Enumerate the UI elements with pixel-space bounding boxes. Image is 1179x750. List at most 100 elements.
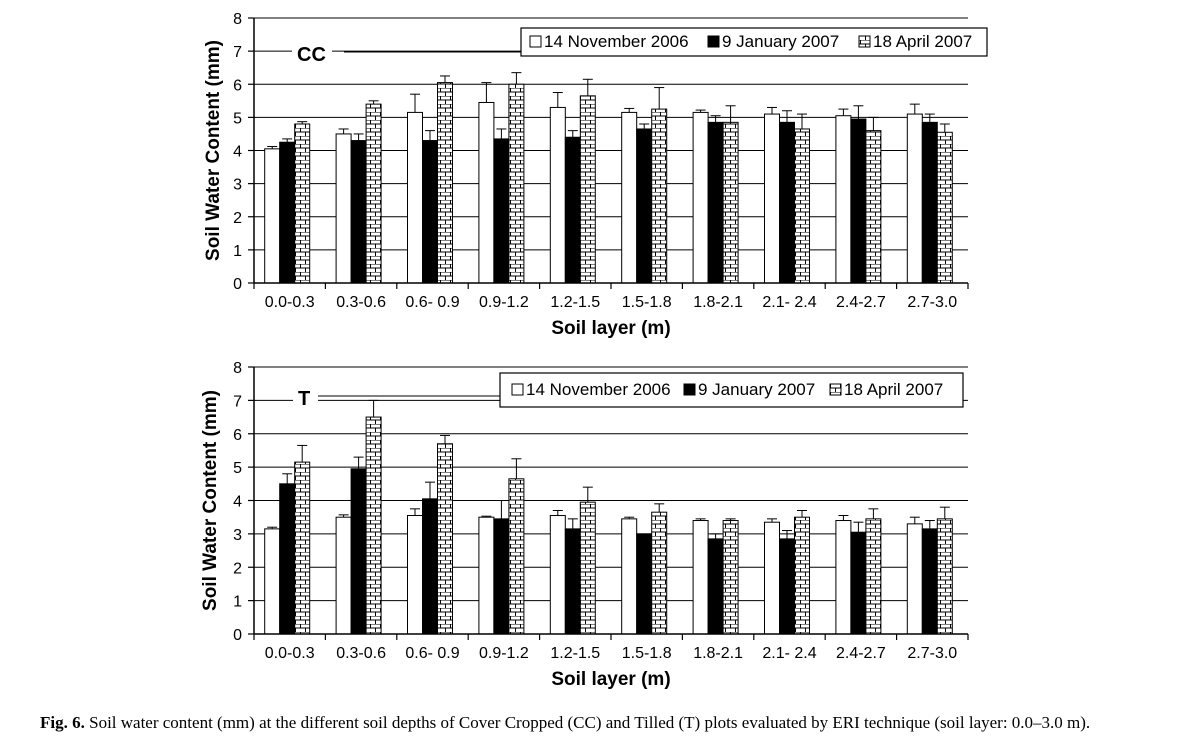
bar (437, 443, 453, 635)
bar (722, 520, 739, 635)
bar (835, 520, 852, 635)
bar (865, 518, 882, 635)
x-tick-label: 0.3-0.6 (336, 294, 386, 311)
y-tick-label: 2 (233, 560, 242, 577)
bar (621, 111, 638, 284)
bar (335, 133, 352, 284)
bar (779, 121, 795, 284)
bar (850, 531, 867, 635)
bar (493, 138, 510, 284)
bar (621, 518, 638, 635)
panel-label: T (298, 388, 310, 410)
x-tick-label: 0.0-0.3 (265, 294, 315, 311)
x-tick-label: 1.8-2.1 (693, 294, 743, 311)
x-tick-label: 0.0-0.3 (265, 645, 315, 662)
bar (921, 121, 938, 284)
bar (407, 515, 423, 635)
bar (493, 518, 510, 635)
bar (794, 516, 810, 635)
legend-swatch (511, 383, 524, 396)
legend-swatch (829, 383, 842, 396)
y-tick-label: 0 (233, 627, 242, 644)
y-tick-label: 5 (233, 460, 242, 477)
bar (264, 528, 281, 635)
bar (335, 516, 352, 635)
t-chart-panel: 0 1 2 3 4 5 6 7 8 0.0-0.3 0.3-0.6 0.6- 0.9 0.9-1.2 1.… (200, 360, 969, 690)
bar (636, 533, 653, 635)
bar (422, 140, 438, 284)
bar (478, 516, 495, 635)
panel-label: CC (297, 44, 326, 66)
bar (865, 130, 882, 284)
bar (651, 108, 668, 284)
legend-swatch (683, 383, 696, 396)
y-tick-label: 1 (233, 243, 242, 260)
x-tick-label: 2.7-3.0 (907, 294, 957, 311)
legend-swatch (858, 35, 871, 48)
bar (437, 82, 453, 284)
bar (651, 511, 668, 635)
bar (936, 518, 953, 635)
legend-label: 18 April 2007 (844, 380, 943, 399)
x-tick-label: 1.2-1.5 (550, 645, 600, 662)
bar (707, 538, 724, 635)
y-tick-label: 0 (233, 276, 242, 293)
bar (294, 461, 311, 635)
bar (549, 106, 566, 284)
y-tick-label: 7 (233, 44, 242, 61)
bar (707, 121, 724, 284)
bar (478, 101, 495, 284)
panel-label-bg (293, 385, 318, 409)
x-tick-label: 0.9-1.2 (479, 645, 529, 662)
bar (692, 111, 709, 284)
legend-box (499, 372, 964, 408)
bar (549, 515, 566, 635)
x-tick-label: 0.9-1.2 (479, 294, 529, 311)
bar (794, 128, 810, 284)
bar (508, 83, 525, 284)
cc-chart-panel: 0 1 2 3 4 5 6 7 8 0.0-0.3 0.3-0.6 0.6- 0.9 0.9-1.2 1.… (203, 11, 988, 339)
legend-swatch (529, 35, 542, 48)
y-tick-label: 1 (233, 594, 242, 611)
x-tick-label: 2.4-2.7 (836, 294, 886, 311)
bar (921, 528, 938, 635)
bar (294, 123, 311, 284)
bar (636, 128, 653, 284)
x-tick-label: 1.5-1.8 (622, 294, 672, 311)
legend-label: 14 November 2006 (526, 380, 671, 399)
bar (936, 131, 953, 284)
bar (365, 416, 382, 635)
bar (564, 528, 581, 635)
legend-label: 14 November 2006 (544, 32, 689, 51)
bar (579, 95, 596, 284)
y-axis-title: Soil Water Content (mm) (200, 390, 221, 611)
y-tick-label: 7 (233, 393, 242, 410)
y-tick-label: 8 (233, 11, 242, 28)
panel-label-bg (292, 41, 332, 65)
y-tick-label: 4 (233, 144, 242, 161)
x-axis-title: Soil layer (m) (551, 318, 670, 339)
legend-label: 9 January 2007 (722, 32, 839, 51)
x-tick-label: 0.3-0.6 (336, 645, 386, 662)
bar (779, 538, 795, 635)
x-tick-label: 2.4-2.7 (836, 645, 886, 662)
legend-label: 18 April 2007 (873, 32, 972, 51)
x-axis-title: Soil layer (m) (551, 669, 670, 690)
bar (906, 523, 923, 635)
bar (508, 478, 525, 635)
legend-swatch (707, 35, 720, 48)
y-tick-label: 2 (233, 210, 242, 227)
bar (564, 136, 581, 284)
bar (764, 113, 780, 284)
y-tick-label: 6 (233, 427, 242, 444)
x-tick-label: 1.2-1.5 (550, 294, 600, 311)
figure-caption: Fig. 6. Soil water content (mm) at the d… (40, 713, 1170, 733)
caption-text: Soil water content (mm) at the different… (89, 713, 1091, 732)
bar (350, 468, 367, 635)
bar (264, 148, 281, 284)
bar (422, 498, 438, 635)
bar (764, 521, 780, 635)
y-tick-label: 8 (233, 360, 242, 377)
y-tick-label: 3 (233, 177, 242, 194)
bar (365, 103, 382, 284)
